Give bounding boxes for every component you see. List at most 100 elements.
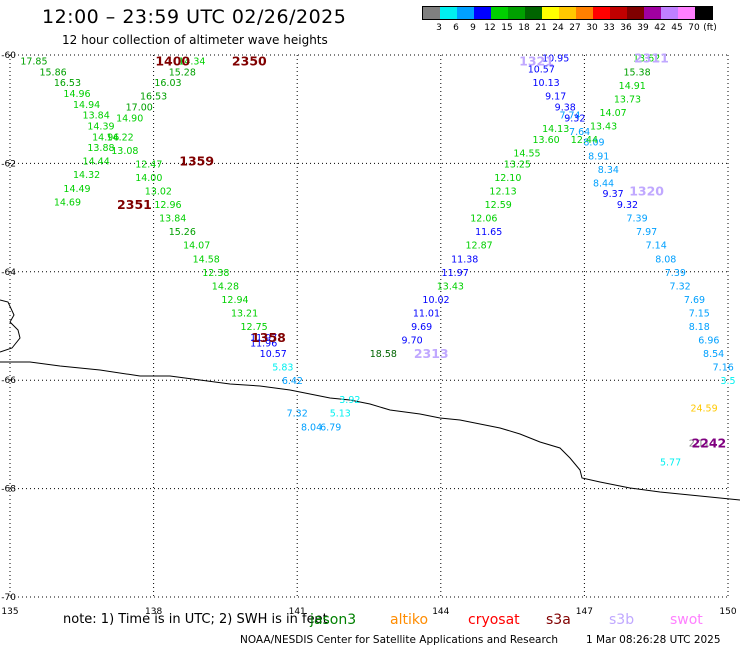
swh-value-label: 13.02: [145, 187, 172, 198]
satellite-cryosat: cryosat: [468, 612, 520, 628]
pass-time-label: 1321: [519, 53, 554, 68]
swh-value-label: 14.07: [600, 108, 627, 119]
satellite-s3a: s3a: [546, 612, 571, 628]
x-tick-label: 147: [576, 607, 593, 617]
swh-value-label: 12.13: [489, 187, 516, 198]
legend-unit: (ft): [703, 23, 717, 33]
swh-value-label: 14.55: [513, 149, 540, 160]
swh-value-label: 7.16: [713, 363, 734, 374]
swh-value-label: 9.17: [545, 92, 566, 103]
antarctic-coastline: [0, 299, 740, 501]
swh-value-label: 14.34: [178, 56, 205, 67]
swh-value-label: 14.13: [542, 124, 569, 135]
swh-value-label: 12.75: [241, 322, 268, 333]
legend-tick-labels: 3 6 9 12 15 18 21 24 27 30 33 36 39 42 45 70 (ft): [422, 20, 717, 34]
swh-value-label: 13.60: [533, 135, 560, 146]
legend-tick: 3: [436, 23, 442, 33]
swh-value-label: 13.73: [614, 94, 641, 105]
swh-value-label: 12.06: [470, 214, 497, 225]
swh-value-label: 14.39: [87, 121, 114, 132]
swh-value-label: 7.14: [646, 241, 667, 252]
swh-value-label: 9.32: [564, 113, 585, 124]
swh-value-label: 14.90: [116, 113, 143, 124]
swh-value-label: 5.13: [330, 409, 351, 420]
pass-time-label: 2351: [117, 197, 152, 212]
swh-value-label: 24.59: [690, 403, 717, 414]
legend-tick: 24: [552, 23, 564, 33]
y-tick-label: -68: [1, 485, 16, 495]
swh-value-label: 16.53: [54, 78, 81, 89]
swh-value-label: 14.49: [63, 184, 90, 195]
legend-swatch: [576, 7, 593, 19]
swh-value-label: 14.69: [54, 197, 81, 208]
swh-value-label: 12.96: [154, 200, 181, 211]
legend-tick: 6: [453, 23, 459, 33]
swh-value-label: 3.5: [720, 376, 735, 387]
credit-line: NOAA/NESDIS Center for Satellite Applica…: [240, 634, 558, 646]
swh-value-label: 8.04: [301, 422, 322, 433]
legend-tick: 21: [535, 23, 547, 33]
swh-value-label: 9.70: [402, 336, 423, 347]
satellite-s3b: s3b: [609, 612, 635, 628]
swh-value-label: 17.85: [20, 56, 47, 67]
swh-value-label: 15.28: [169, 67, 196, 78]
swh-value-label: 12.38: [202, 268, 229, 279]
legend-swatch: [610, 7, 627, 19]
swh-value-label: 13.84: [159, 214, 186, 225]
swh-value-label: 10.57: [528, 65, 555, 76]
swh-value-label: 14.44: [83, 157, 110, 168]
swh-value-label: 9.69: [411, 322, 432, 333]
swh-value-label: 15.26: [169, 227, 196, 238]
pass-time-label: 1359: [179, 154, 214, 169]
generated-timestamp: 1 Mar 08:26:28 UTC 2025: [586, 634, 721, 646]
legend-tick: 15: [501, 23, 513, 33]
swh-value-label: 14.07: [183, 241, 210, 252]
swh-value-label: 7.74: [559, 111, 580, 122]
x-tick-label: 141: [289, 607, 306, 617]
swh-value-label: 3.92: [339, 395, 360, 406]
swh-value-label: 11.97: [442, 268, 469, 279]
swh-value-label: 11.65: [475, 227, 502, 238]
swh-value-label: 17.00: [126, 102, 153, 113]
swh-value-label: 12.94: [221, 295, 248, 306]
x-tick-label: 150: [719, 607, 736, 617]
legend-swatch: [457, 7, 474, 19]
legend-tick: 12: [484, 23, 496, 33]
swh-value-label: 10.95: [542, 54, 569, 65]
swh-value-label: 7.69: [684, 295, 705, 306]
swh-value-label: 5.77: [660, 458, 681, 469]
swh-value-label: 15.38: [623, 67, 650, 78]
pass-time-label: 1400: [155, 53, 190, 68]
legend-tick: 70: [688, 23, 700, 33]
swh-value-label: 13.62: [633, 54, 660, 65]
y-tick-label: -70: [1, 593, 16, 603]
swh-value-label: 11.96: [250, 338, 277, 349]
pass-time-label: 2311: [634, 51, 669, 66]
legend-swatch: [423, 7, 440, 19]
swh-value-label: 13.84: [83, 111, 110, 122]
swh-value-label: 9.32: [617, 200, 638, 211]
swh-value-label: 13.88: [87, 143, 114, 154]
swh-value-label: 16.53: [140, 92, 167, 103]
swh-value-label: 10.02: [422, 295, 449, 306]
x-tick-label: 135: [1, 607, 18, 617]
swh-value-label: 9.38: [555, 102, 576, 113]
swh-value-label: 8.18: [689, 322, 710, 333]
swh-value-label: 14.96: [63, 89, 90, 100]
axis-tick-labels: 135 138 141 144 147 150 -60 -62 -64 -66 -68 -70: [1, 51, 737, 617]
y-tick-label: -62: [1, 159, 16, 169]
swh-value-label: 15.86: [39, 67, 66, 78]
legend-swatch: [593, 7, 610, 19]
legend-tick: 33: [603, 23, 615, 33]
pass-time-label: 2313: [414, 346, 449, 361]
swh-value-label: 12.44: [571, 135, 598, 146]
chart-title: 12:00 – 23:59 UTC 02/26/2025: [42, 6, 347, 28]
legend-tick: 45: [671, 23, 683, 33]
swh-value-label: 12.87: [465, 241, 492, 252]
swh-value-label: 7.39: [626, 214, 647, 225]
pass-time-label: 2350: [232, 53, 267, 68]
legend-swatch: [474, 7, 491, 19]
swh-value-label: 7.32: [670, 281, 691, 292]
x-tick-label: 144: [432, 607, 449, 617]
